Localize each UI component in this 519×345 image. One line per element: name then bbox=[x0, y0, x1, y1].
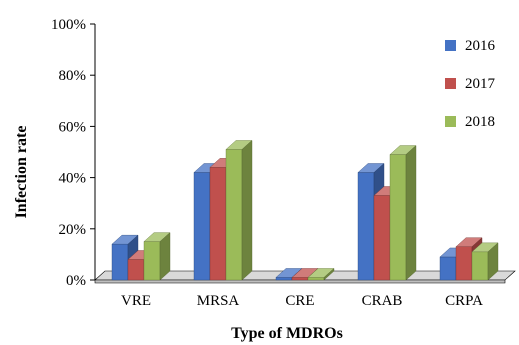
legend-swatch bbox=[445, 40, 456, 51]
bar bbox=[471, 242, 499, 281]
legend-item: 2018 bbox=[445, 114, 495, 130]
y-tick-label: 60% bbox=[59, 119, 87, 135]
chart-labels: 0% 20% 40% 60% 80% 100% VRE MRSA CRE CRAB CRPA bbox=[51, 17, 483, 309]
x-tick-label: CRE bbox=[285, 293, 314, 309]
bar bbox=[307, 267, 335, 281]
y-tick-label: 40% bbox=[59, 171, 87, 187]
chart-legend: 2016 2017 2018 bbox=[445, 38, 496, 130]
legend-label: 2016 bbox=[465, 38, 496, 54]
bar bbox=[225, 139, 253, 281]
y-tick-label: 80% bbox=[59, 68, 87, 84]
x-tick-label: CRPA bbox=[445, 293, 483, 309]
bar bbox=[143, 232, 171, 281]
chart-bars bbox=[111, 139, 499, 281]
legend-label: 2017 bbox=[465, 76, 496, 92]
chart-axes bbox=[90, 23, 96, 281]
y-tick-label: 100% bbox=[51, 17, 86, 33]
x-tick-label: MRSA bbox=[197, 293, 240, 309]
x-tick-label: CRAB bbox=[362, 293, 403, 309]
legend-swatch bbox=[445, 116, 456, 127]
y-axis-title: Infection rate bbox=[13, 126, 30, 219]
x-axis-title: Type of MDROs bbox=[231, 325, 343, 342]
x-tick-label: VRE bbox=[121, 293, 151, 309]
legend-label: 2018 bbox=[465, 114, 495, 130]
y-tick-label: 0% bbox=[66, 273, 86, 289]
legend-swatch bbox=[445, 78, 456, 89]
legend-item: 2017 bbox=[445, 76, 496, 92]
y-tick-label: 20% bbox=[59, 222, 87, 238]
bar bbox=[389, 145, 417, 281]
legend-item: 2016 bbox=[445, 38, 496, 54]
chart-floor-front bbox=[94, 279, 506, 284]
